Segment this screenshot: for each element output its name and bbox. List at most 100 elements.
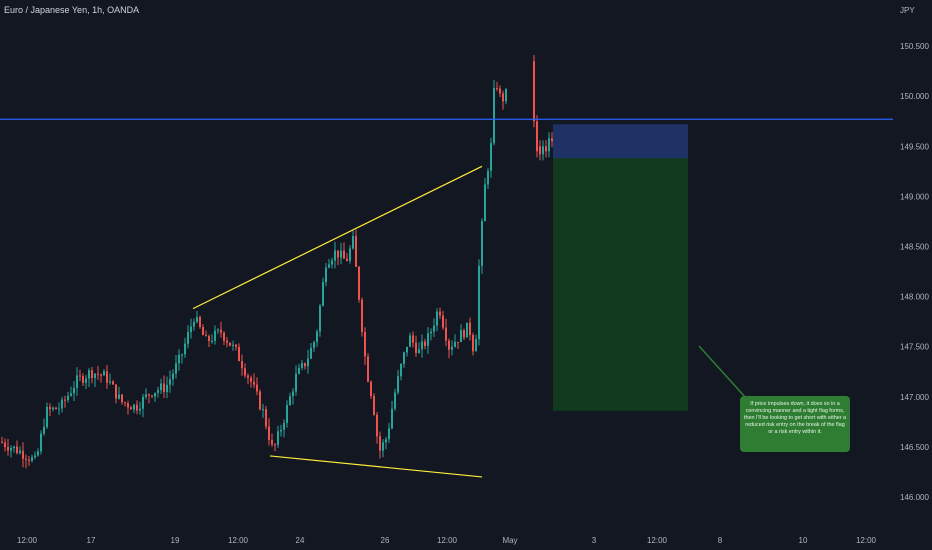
candle-body bbox=[241, 361, 243, 369]
candle-body bbox=[40, 433, 42, 452]
candlestick-series bbox=[1, 55, 553, 469]
candle-body bbox=[127, 403, 129, 408]
candle-body bbox=[499, 88, 501, 94]
candle-body bbox=[382, 442, 384, 451]
time-tick-label: 8 bbox=[718, 536, 723, 545]
price-tick-label: 149.000 bbox=[900, 192, 929, 201]
price-tick-label: 149.500 bbox=[900, 142, 929, 151]
candle-body bbox=[121, 394, 123, 403]
candle-body bbox=[298, 367, 300, 374]
candle-body bbox=[265, 409, 267, 427]
price-axis: 146.000 146.500 147.000 147.500 148.000 148.5… bbox=[900, 42, 929, 502]
candle-body bbox=[415, 342, 417, 354]
candle-body bbox=[436, 311, 438, 326]
candle-body bbox=[277, 431, 279, 445]
candle-body bbox=[139, 408, 141, 411]
candle-body bbox=[226, 340, 228, 343]
candle-body bbox=[130, 407, 132, 410]
candle-body bbox=[427, 333, 429, 346]
candle-body bbox=[376, 414, 378, 437]
candle-body bbox=[169, 379, 171, 385]
candle-body bbox=[163, 383, 165, 393]
candle-body bbox=[505, 88, 507, 102]
candle-body bbox=[235, 344, 237, 347]
candle-body bbox=[124, 402, 126, 404]
candle-body bbox=[493, 88, 495, 144]
candle-body bbox=[310, 347, 312, 359]
candle-body bbox=[85, 378, 87, 383]
candle-body bbox=[463, 330, 465, 338]
candle-body bbox=[136, 404, 138, 411]
candle-body bbox=[211, 340, 213, 342]
candle-body bbox=[304, 363, 306, 367]
candle-body bbox=[295, 373, 297, 392]
candle-body bbox=[548, 138, 550, 152]
candle-body bbox=[223, 332, 225, 341]
candle-body bbox=[466, 322, 468, 338]
candle-body bbox=[172, 373, 174, 380]
symbol-title: Euro / Japanese Yen, 1h, OANDA bbox=[4, 5, 139, 15]
time-tick-label: 10 bbox=[799, 536, 808, 545]
candle-body bbox=[97, 373, 99, 375]
candle-body bbox=[418, 349, 420, 354]
candle-body bbox=[148, 394, 150, 396]
price-tick-label: 150.500 bbox=[900, 42, 929, 51]
price-tick-label: 150.000 bbox=[900, 92, 929, 101]
candle-body bbox=[283, 422, 285, 430]
candle-body bbox=[34, 455, 36, 458]
candle-body bbox=[340, 250, 342, 258]
candle-body bbox=[448, 340, 450, 350]
candle-body bbox=[313, 342, 315, 348]
candle-body bbox=[391, 408, 393, 429]
candle-body bbox=[118, 394, 120, 399]
candle-body bbox=[409, 335, 411, 347]
candle-body bbox=[328, 264, 330, 268]
candle-body bbox=[208, 336, 210, 342]
price-tick-label: 148.000 bbox=[900, 293, 929, 302]
candle-body bbox=[484, 184, 486, 222]
candle-body bbox=[433, 325, 435, 332]
candle-body bbox=[334, 250, 336, 261]
price-tick-label: 147.500 bbox=[900, 343, 929, 352]
candle-body bbox=[400, 363, 402, 377]
candle-body bbox=[43, 426, 45, 434]
candle-body bbox=[256, 384, 258, 392]
candle-body bbox=[478, 265, 480, 340]
candle-body bbox=[280, 429, 282, 432]
candle-body bbox=[490, 143, 492, 171]
wedge-lower-trendline bbox=[269, 455, 483, 478]
candle-body bbox=[49, 406, 51, 410]
candle-body bbox=[316, 331, 318, 343]
candle-body bbox=[355, 236, 357, 267]
candle-body bbox=[157, 390, 159, 393]
candle-body bbox=[28, 459, 30, 461]
candle-body bbox=[403, 352, 405, 364]
candle-body bbox=[145, 394, 147, 397]
candle-body bbox=[289, 396, 291, 406]
candle-body bbox=[406, 346, 408, 353]
candle-body bbox=[352, 236, 354, 249]
candle-body bbox=[451, 346, 453, 350]
time-tick-label: 12:00 bbox=[647, 536, 668, 545]
candle-body bbox=[487, 170, 489, 185]
candle-body bbox=[307, 358, 309, 367]
time-tick-label: 26 bbox=[381, 536, 390, 545]
candle-body bbox=[319, 305, 321, 332]
wedge-upper-trendline bbox=[192, 165, 483, 310]
candle-body bbox=[385, 439, 387, 443]
candle-body bbox=[469, 322, 471, 335]
candle-body bbox=[160, 383, 162, 391]
annotation-note: If price impulses down, it does so in a … bbox=[740, 396, 850, 452]
candle-body bbox=[325, 267, 327, 283]
candle-body bbox=[454, 341, 456, 347]
candle-body bbox=[142, 396, 144, 409]
stop-loss-zone bbox=[553, 124, 688, 159]
candle-body bbox=[412, 335, 414, 343]
candle-body bbox=[4, 442, 6, 447]
candle-body bbox=[88, 370, 90, 379]
time-tick-label: May bbox=[502, 536, 517, 545]
time-tick-label: 12:00 bbox=[856, 536, 877, 545]
candle-body bbox=[373, 396, 375, 415]
candle-body bbox=[151, 395, 153, 397]
